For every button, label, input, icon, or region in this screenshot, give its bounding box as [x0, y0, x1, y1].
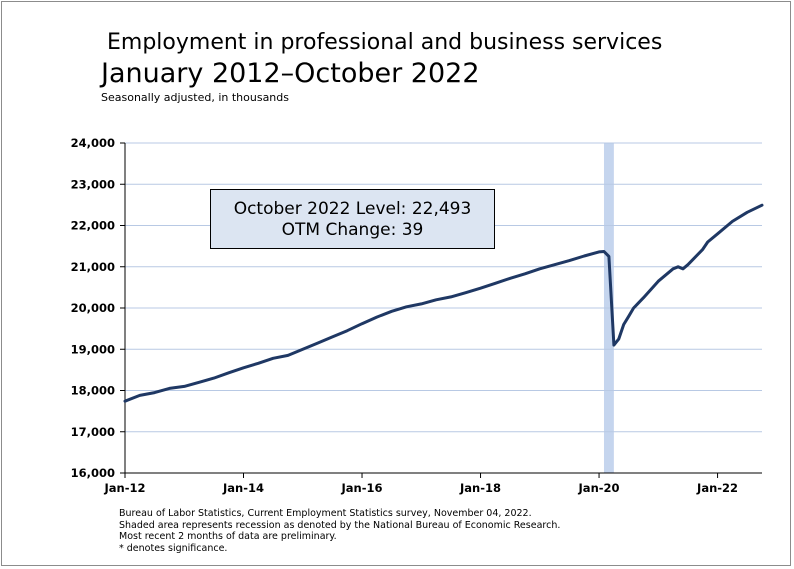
chart-title: Employment in professional and business … — [107, 30, 663, 55]
y-tick-label: 24,000 — [71, 136, 115, 150]
y-tick-label: 20,000 — [71, 301, 115, 315]
x-tick-label: Jan-16 — [341, 481, 383, 495]
x-tick-label: Jan-12 — [103, 481, 145, 495]
x-tick-label: Jan-22 — [696, 481, 738, 495]
y-tick-label: 16,000 — [71, 466, 115, 480]
note-significance: * denotes significance. — [119, 542, 228, 554]
x-tick-label: Jan-18 — [459, 481, 501, 495]
y-tick-label: 21,000 — [71, 260, 115, 274]
note-recession: Shaded area represents recession as deno… — [119, 519, 561, 531]
x-tick-label: Jan-20 — [578, 481, 620, 495]
x-tick-label: Jan-14 — [222, 481, 264, 495]
y-tick-label: 19,000 — [71, 342, 115, 356]
callout-level-text: October 2022 Level: 22,493 — [233, 199, 472, 219]
callout-box: October 2022 Level: 22,493 OTM Change: 3… — [210, 189, 495, 249]
y-tick-label: 23,000 — [71, 177, 115, 191]
employment-series-line — [123, 203, 764, 403]
chart-subtitle: Seasonally adjusted, in thousands — [101, 91, 289, 104]
note-source: Bureau of Labor Statistics, Current Empl… — [119, 508, 532, 519]
y-tick-label: 17,000 — [71, 425, 115, 439]
callout-change-text: OTM Change: 39 — [281, 220, 424, 240]
y-tick-label: 22,000 — [71, 219, 115, 233]
y-tick-label: 18,000 — [71, 384, 115, 398]
chart-date-range: January 2012–October 2022 — [101, 58, 480, 89]
source-notes: Bureau of Labor Statistics, Current Empl… — [119, 508, 560, 554]
note-preliminary: Most recent 2 months of data are prelimi… — [119, 531, 337, 542]
